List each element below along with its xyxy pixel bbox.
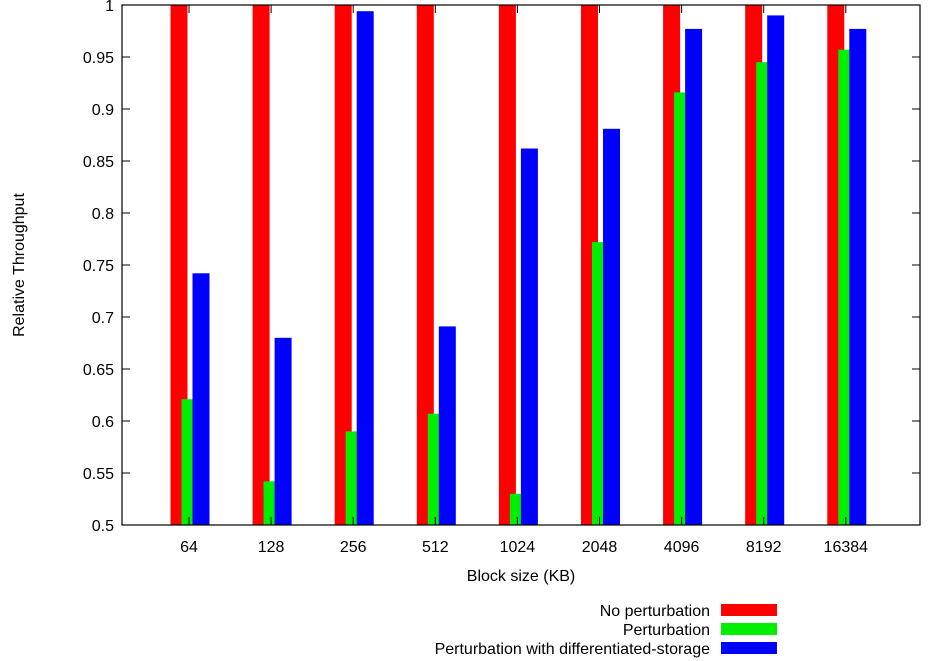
bar-perturbation-with-differentiated-storage-2048 bbox=[603, 128, 620, 526]
bar-perturbation-with-differentiated-storage-1024 bbox=[520, 148, 538, 525]
legend-swatch-perturbation bbox=[721, 623, 777, 635]
y-tick-label: 0.55 bbox=[83, 466, 114, 483]
bar-perturbation-with-differentiated-storage-128 bbox=[274, 337, 292, 525]
y-tick-label: 0.5 bbox=[92, 518, 114, 535]
x-tick-label: 16384 bbox=[824, 539, 869, 556]
y-tick-label: 0.85 bbox=[83, 154, 114, 171]
bar-no-perturbation-64 bbox=[170, 5, 188, 525]
legend-label-perturbation: Perturbation bbox=[623, 622, 710, 639]
y-tick-label: 1 bbox=[105, 0, 114, 15]
legend-label-no-perturbation: No perturbation bbox=[600, 603, 710, 620]
bars-group bbox=[170, 5, 867, 526]
y-tick-label: 0.9 bbox=[92, 102, 114, 119]
x-tick-label: 2048 bbox=[582, 539, 618, 556]
bar-perturbation-with-differentiated-storage-64 bbox=[192, 273, 210, 525]
y-tick-label: 0.75 bbox=[83, 258, 114, 275]
bar-perturbation-with-differentiated-storage-512 bbox=[438, 326, 456, 525]
legend: No perturbation Perturbation Perturbation … bbox=[435, 603, 777, 658]
bar-no-perturbation-512 bbox=[416, 5, 434, 525]
x-tick-label: 8192 bbox=[746, 539, 782, 556]
y-tick-label: 0.95 bbox=[83, 50, 114, 67]
x-tick-label: 4096 bbox=[664, 539, 700, 556]
bar-no-perturbation-1024 bbox=[498, 5, 516, 525]
x-tick-label: 1024 bbox=[500, 539, 536, 556]
x-tick-label: 512 bbox=[422, 539, 449, 556]
y-axis-title: Relative Throughput bbox=[11, 193, 28, 337]
y-tick-label: 0.6 bbox=[92, 414, 114, 431]
bar-perturbation-with-differentiated-storage-8192 bbox=[767, 15, 785, 526]
legend-swatch-no-perturbation bbox=[721, 604, 777, 616]
x-tick-label: 256 bbox=[340, 539, 367, 556]
bar-perturbation-with-differentiated-storage-256 bbox=[356, 11, 374, 525]
y-tick-label: 0.7 bbox=[92, 310, 114, 327]
x-axis-title: Block size (KB) bbox=[467, 568, 575, 585]
bar-perturbation-with-differentiated-storage-16384 bbox=[849, 28, 867, 526]
x-tick-label: 64 bbox=[180, 539, 198, 556]
bar-no-perturbation-128 bbox=[252, 5, 270, 525]
bar-perturbation-with-differentiated-storage-4096 bbox=[685, 28, 703, 526]
bar-no-perturbation-256 bbox=[334, 5, 352, 525]
x-tick-label: 128 bbox=[258, 539, 285, 556]
ticks-group: 0.5 0.55 0.6 0.65 0.7 0.75 0.8 0.85 0.9 0.95 1 64 12… bbox=[83, 0, 920, 556]
y-tick-label: 0.8 bbox=[92, 206, 114, 223]
y-tick-label: 0.65 bbox=[83, 362, 114, 379]
legend-swatch-perturbation-with-differentiated-storage bbox=[721, 642, 777, 654]
legend-label-perturbation-with-differentiated-storage: Perturbation with differentiated-storage bbox=[435, 641, 711, 658]
